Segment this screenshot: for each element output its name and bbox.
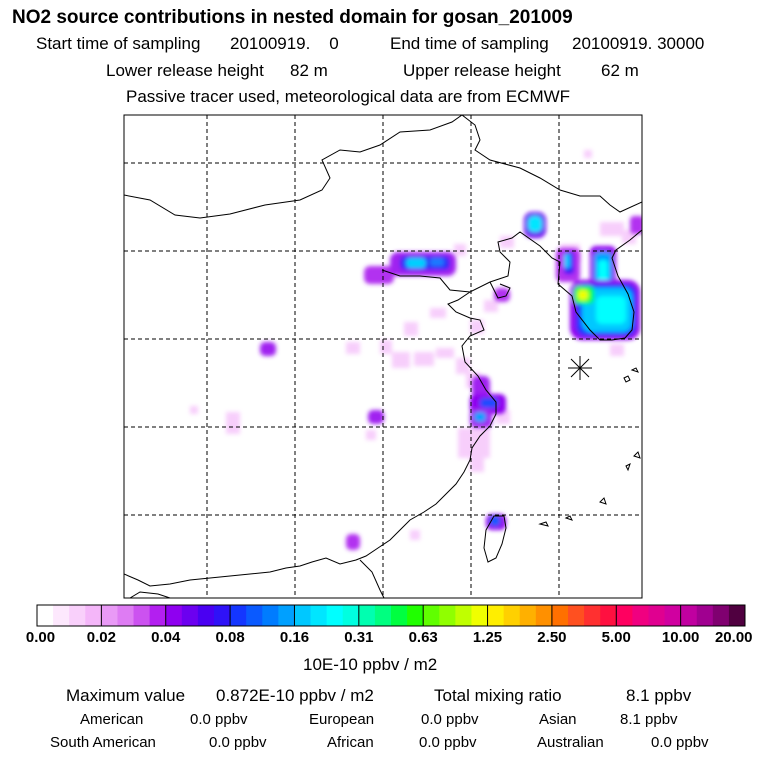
colorbar-cell: [728, 605, 746, 626]
colorbar-cell: [535, 605, 553, 626]
colorbar-cell: [342, 605, 360, 626]
region-african-label: African: [327, 734, 374, 751]
colorbar-tick-label: 10.00: [661, 629, 700, 646]
region-asian-label: Asian: [539, 711, 577, 728]
colorbar-tick-label: 0.08: [215, 629, 245, 646]
colorbar-cell: [503, 605, 521, 626]
colorbar-tick-label: 0.16: [279, 629, 310, 646]
max-value-label: Maximum value: [66, 686, 186, 705]
colorbar-cell: [391, 605, 408, 626]
colorbar-cell: [230, 605, 247, 626]
colorbar-cell: [117, 605, 135, 626]
lower-height-label: Lower release height: [106, 61, 264, 80]
region-american-value: 0.0 ppbv: [190, 711, 248, 728]
colorbar-cell: [101, 605, 118, 626]
upper-height-label: Upper release height: [403, 61, 561, 80]
end-time-label: End time of sampling: [390, 34, 549, 53]
tracer-note: Passive tracer used, meteorological data…: [126, 87, 571, 106]
region-south-american-value: 0.0 ppbv: [209, 734, 267, 751]
region-european-label: European: [309, 711, 375, 728]
colorbar-cell: [423, 605, 440, 626]
contribution-map: [123, 114, 643, 599]
colorbar-cell: [149, 605, 167, 626]
colorbar-frame: [36, 604, 746, 627]
colorbar-cell: [455, 605, 472, 626]
colorbar-cell: [471, 605, 489, 626]
colorbar-cell: [53, 605, 70, 626]
colorbar-cell: [165, 605, 183, 626]
colorbar-unit: 10E-10 ppbv / m2: [303, 655, 438, 674]
colorbar-cell: [551, 605, 569, 626]
colorbar-cell: [616, 605, 633, 626]
region-american-label: American: [80, 711, 144, 728]
colorbar: [36, 604, 746, 627]
plot-title: NO2 source contributions in nested domai…: [12, 7, 573, 28]
colorbar-tick-label: 0.02: [86, 629, 116, 646]
map-frame: [123, 114, 643, 599]
colorbar-cell: [181, 605, 199, 626]
colorbar-cell: [37, 605, 54, 626]
region-european-value: 0.0 ppbv: [421, 711, 479, 728]
colorbar-cell: [358, 605, 376, 626]
lower-height-value: 82 m: [290, 61, 328, 80]
colorbar-cell: [519, 605, 537, 626]
colorbar-cell: [133, 605, 151, 626]
colorbar-cell: [600, 605, 617, 626]
colorbar-cell: [278, 605, 295, 626]
colorbar-tick-label: 1.25: [472, 629, 503, 646]
region-african-value: 0.0 ppbv: [419, 734, 477, 751]
colorbar-cell: [664, 605, 682, 626]
colorbar-cell: [69, 605, 86, 626]
end-time-value: 20100919. 30000: [572, 34, 705, 53]
colorbar-cell: [197, 605, 215, 626]
colorbar-cell: [326, 605, 344, 626]
colorbar-cell: [294, 605, 312, 626]
region-australian-label: Australian: [537, 734, 604, 751]
colorbar-cell: [262, 605, 279, 626]
region-australian-value: 0.0 ppbv: [651, 734, 709, 751]
colorbar-cell: [584, 605, 601, 626]
colorbar-cell: [680, 605, 698, 626]
colorbar-cell: [374, 605, 392, 626]
lat-lon-grid: [124, 115, 642, 598]
colorbar-cell: [246, 605, 263, 626]
colorbar-cell: [696, 605, 714, 626]
colorbar-cell: [407, 605, 424, 626]
coastlines: [124, 115, 642, 598]
receptor-star-icon: [568, 356, 592, 380]
colorbar-cell: [648, 605, 666, 626]
colorbar-tick-label: 5.00: [601, 629, 631, 646]
colorbar-cell: [310, 605, 328, 626]
colorbar-cell: [568, 605, 585, 626]
colorbar-cell: [85, 605, 102, 626]
upper-height-value: 62 m: [601, 61, 639, 80]
total-mixing-label: Total mixing ratio: [434, 686, 562, 705]
colorbar-tick-label: 2.50: [537, 629, 567, 646]
colorbar-cell: [487, 605, 505, 626]
colorbar-tick-label: 0.31: [344, 629, 374, 646]
plume-blobs: [260, 212, 642, 550]
colorbar-cell: [712, 605, 730, 626]
start-time-label: Start time of sampling: [36, 34, 201, 53]
total-mixing-value: 8.1 ppbv: [626, 686, 692, 705]
colorbar-tick-label: 0.04: [151, 629, 181, 646]
colorbar-tick-label: 0.63: [408, 629, 438, 646]
max-value: 0.872E-10 ppbv / m2: [216, 686, 374, 705]
region-asian-value: 8.1 ppbv: [620, 711, 678, 728]
colorbar-cell: [214, 605, 231, 626]
colorbar-tick-label: 0.00: [25, 629, 56, 646]
colorbar-cell: [632, 605, 649, 626]
colorbar-tick-label: 20.00: [714, 629, 753, 646]
start-time-value: 20100919. 0: [230, 34, 339, 53]
region-south-american-label: South American: [50, 734, 156, 751]
colorbar-cell: [439, 605, 456, 626]
